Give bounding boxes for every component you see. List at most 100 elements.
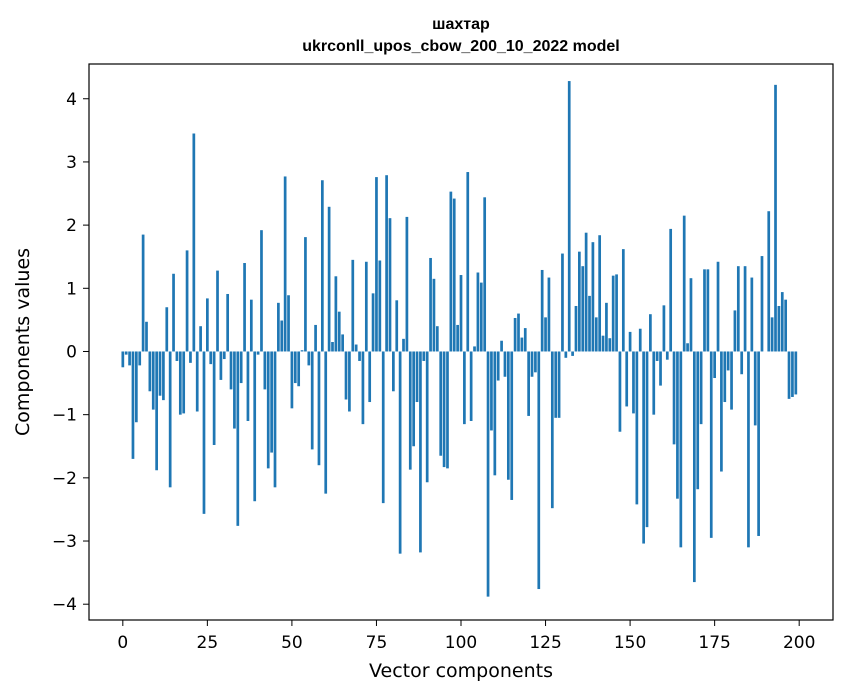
bar-139 xyxy=(591,242,595,352)
bar-151 xyxy=(632,351,635,414)
bar-111 xyxy=(496,351,500,381)
y-tick-label: 3 xyxy=(66,153,77,173)
bar-40 xyxy=(256,351,260,355)
bar-112 xyxy=(500,340,503,352)
y-tick-label: 2 xyxy=(66,216,77,236)
bar-69 xyxy=(354,344,358,352)
bar-51 xyxy=(293,351,297,384)
bar-107 xyxy=(483,197,487,352)
bar-162 xyxy=(669,228,673,352)
x-tick-label: 50 xyxy=(281,633,303,653)
bar-53 xyxy=(300,350,304,352)
bar-100 xyxy=(459,275,463,352)
bar-115 xyxy=(510,351,514,500)
bar-7 xyxy=(145,321,148,352)
bar-9 xyxy=(151,351,155,410)
bar-57 xyxy=(314,324,317,352)
bar-67 xyxy=(348,351,351,412)
bar-71 xyxy=(361,351,365,425)
bar-101 xyxy=(463,351,466,425)
bar-154 xyxy=(642,351,645,544)
bar-181 xyxy=(733,310,737,352)
bar-6 xyxy=(141,234,145,352)
bar-97 xyxy=(449,191,453,352)
y-tick-label: −3 xyxy=(52,532,77,552)
bar-14 xyxy=(168,351,172,488)
bar-87 xyxy=(415,351,419,403)
bar-36 xyxy=(243,263,246,352)
bar-16 xyxy=(175,351,179,361)
x-tick-label: 25 xyxy=(197,633,219,653)
bar-141 xyxy=(598,235,602,352)
bar-160 xyxy=(662,305,666,352)
bar-62 xyxy=(331,342,334,352)
bar-75 xyxy=(375,177,378,352)
bar-117 xyxy=(517,313,520,352)
bar-32 xyxy=(229,351,233,390)
bar-83 xyxy=(402,338,405,352)
chart-subtitle: ukrconll_upos_cbow_200_10_2022 model xyxy=(302,38,619,55)
bar-49 xyxy=(287,295,290,352)
x-axis-ticks: 0 25 50 75 100 125 150 175 200 xyxy=(117,620,815,653)
bar-194 xyxy=(777,305,781,352)
bar-93 xyxy=(435,326,439,352)
bar-193 xyxy=(774,84,777,352)
bar-4 xyxy=(134,351,138,423)
bar-152 xyxy=(635,351,639,505)
bar-66 xyxy=(344,351,348,400)
bar-163 xyxy=(672,351,676,445)
bar-90 xyxy=(425,351,429,483)
bar-144 xyxy=(608,338,612,352)
bar-52 xyxy=(297,351,301,387)
bar-192 xyxy=(770,317,774,352)
bar-46 xyxy=(277,302,280,352)
y-tick-label: 1 xyxy=(66,279,77,299)
bar-95 xyxy=(442,351,446,468)
bar-150 xyxy=(628,331,632,352)
bar-65 xyxy=(341,334,344,352)
x-tick-label: 200 xyxy=(783,633,815,653)
bar-55 xyxy=(307,351,311,366)
bar-92 xyxy=(432,278,436,352)
bar-155 xyxy=(645,351,649,528)
bar-178 xyxy=(723,351,727,403)
bar-183 xyxy=(740,351,744,375)
bar-48 xyxy=(283,176,287,352)
bar-179 xyxy=(726,351,730,371)
plot-frame xyxy=(88,63,834,621)
bar-82 xyxy=(398,351,402,554)
bar-45 xyxy=(273,351,277,488)
bar-118 xyxy=(520,337,524,352)
bar-84 xyxy=(405,216,409,352)
bar-153 xyxy=(638,328,642,352)
bar-129 xyxy=(557,351,561,418)
bar-5 xyxy=(138,351,142,366)
bar-176 xyxy=(716,261,720,352)
bar-196 xyxy=(784,299,788,352)
x-tick-label: 0 xyxy=(117,633,128,653)
bar-78 xyxy=(385,175,388,352)
bar-43 xyxy=(266,351,270,469)
bar-85 xyxy=(408,351,412,470)
bar-161 xyxy=(665,351,669,360)
bar-121 xyxy=(530,351,534,377)
x-tick-label: 100 xyxy=(445,633,477,653)
bar-99 xyxy=(456,324,459,352)
bar-123 xyxy=(537,351,541,590)
bar-128 xyxy=(554,351,558,418)
bar-63 xyxy=(334,276,338,352)
bar-10 xyxy=(155,351,158,471)
bar-91 xyxy=(429,257,432,352)
x-tick-label: 150 xyxy=(614,633,646,653)
bar-105 xyxy=(476,272,480,352)
bar-1 xyxy=(124,351,128,355)
bar-149 xyxy=(625,351,629,407)
bar-19 xyxy=(185,250,189,352)
bar-147 xyxy=(618,351,622,432)
bar-0 xyxy=(121,351,125,368)
y-tick-label: 4 xyxy=(66,90,77,110)
bar-133 xyxy=(571,351,574,356)
bar-198 xyxy=(791,351,794,397)
y-tick-label: −1 xyxy=(52,406,77,426)
bar-175 xyxy=(713,351,716,379)
